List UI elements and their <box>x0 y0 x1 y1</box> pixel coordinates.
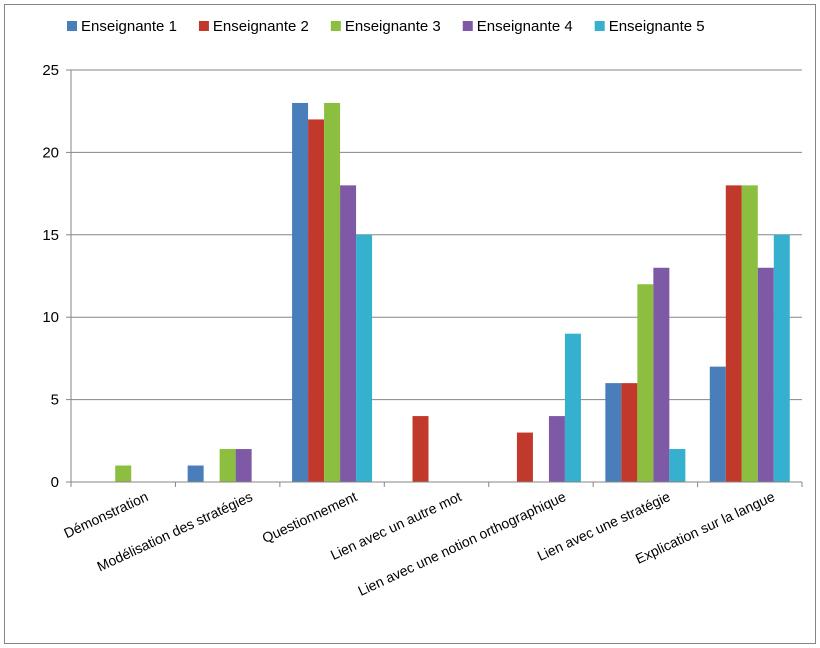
chart-frame: 0 5 10 15 20 25 Démonstration Modélisation des… <box>4 4 816 644</box>
bars <box>115 102 790 483</box>
y-tick-label: 15 <box>42 227 59 244</box>
bar <box>773 234 790 482</box>
bar <box>115 465 132 482</box>
legend-swatch <box>67 21 77 31</box>
bar <box>412 416 429 482</box>
bar <box>653 267 670 482</box>
legend-swatch <box>462 21 473 31</box>
y-tick-label: 10 <box>42 309 59 326</box>
bar <box>324 102 341 483</box>
bar <box>669 449 686 482</box>
x-category-label: Démonstration <box>61 488 150 541</box>
bar <box>308 119 325 482</box>
x-category-label: Lien avec une notion orthographique <box>355 488 568 599</box>
legend-swatch <box>198 21 209 31</box>
bar <box>235 449 252 482</box>
bar <box>621 383 638 482</box>
y-tick-labels: 0 5 10 15 20 25 <box>42 62 59 491</box>
bar <box>741 185 758 483</box>
bar <box>725 185 742 483</box>
x-category-label: Questionnement <box>259 488 359 546</box>
bar <box>187 465 204 482</box>
bar <box>548 416 565 482</box>
axes <box>66 69 803 487</box>
legend: Enseignante 1 Enseignante 2 Enseignante 3 E… <box>67 18 705 35</box>
legend-swatch <box>594 21 605 31</box>
legend-label: Enseignante 5 <box>609 18 705 35</box>
legend-label: Enseignante 3 <box>345 18 441 35</box>
bar <box>757 267 774 482</box>
bar <box>340 185 357 483</box>
legend-swatch <box>330 21 341 31</box>
bar <box>637 284 654 482</box>
bar <box>516 432 533 482</box>
gridlines <box>71 69 802 401</box>
y-tick-label: 25 <box>42 62 59 79</box>
y-tick-label: 20 <box>42 144 59 161</box>
bar <box>292 102 309 483</box>
y-tick-label: 5 <box>51 392 59 409</box>
bar <box>219 449 236 482</box>
legend-label: Enseignante 1 <box>81 18 177 35</box>
bar <box>709 366 726 482</box>
bar <box>605 383 622 482</box>
bar <box>564 333 581 482</box>
legend-label: Enseignante 4 <box>477 18 573 35</box>
legend-label: Enseignante 2 <box>213 18 309 35</box>
y-tick-label: 0 <box>51 474 59 491</box>
bar <box>356 234 373 482</box>
